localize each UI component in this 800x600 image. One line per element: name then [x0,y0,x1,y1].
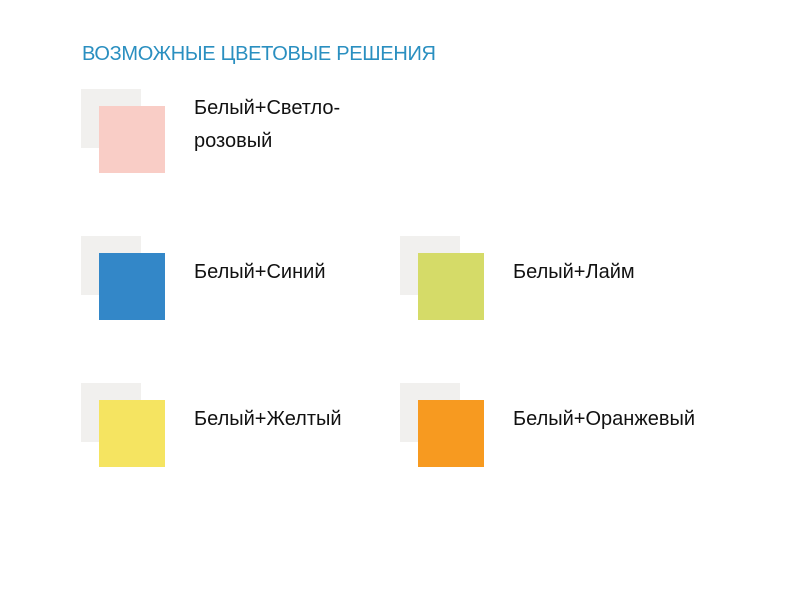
color-swatch [99,253,165,320]
color-swatch [99,106,165,173]
color-label: Белый+Лайм [513,261,635,283]
color-label-line1: Белый+Светло- [194,97,341,119]
color-label: Белый+Светло- розовый [194,92,394,158]
color-label-line2: розовый [194,130,273,152]
section-title: ВОЗМОЖНЫЕ ЦВЕТОВЫЕ РЕШЕНИЯ [82,43,436,65]
color-label: Белый+Желтый [194,408,342,430]
color-swatch [99,400,165,467]
color-swatch [418,400,484,467]
color-label: Белый+Синий [194,261,326,283]
color-label: Белый+Оранжевый [513,408,696,430]
color-swatch [418,253,484,320]
